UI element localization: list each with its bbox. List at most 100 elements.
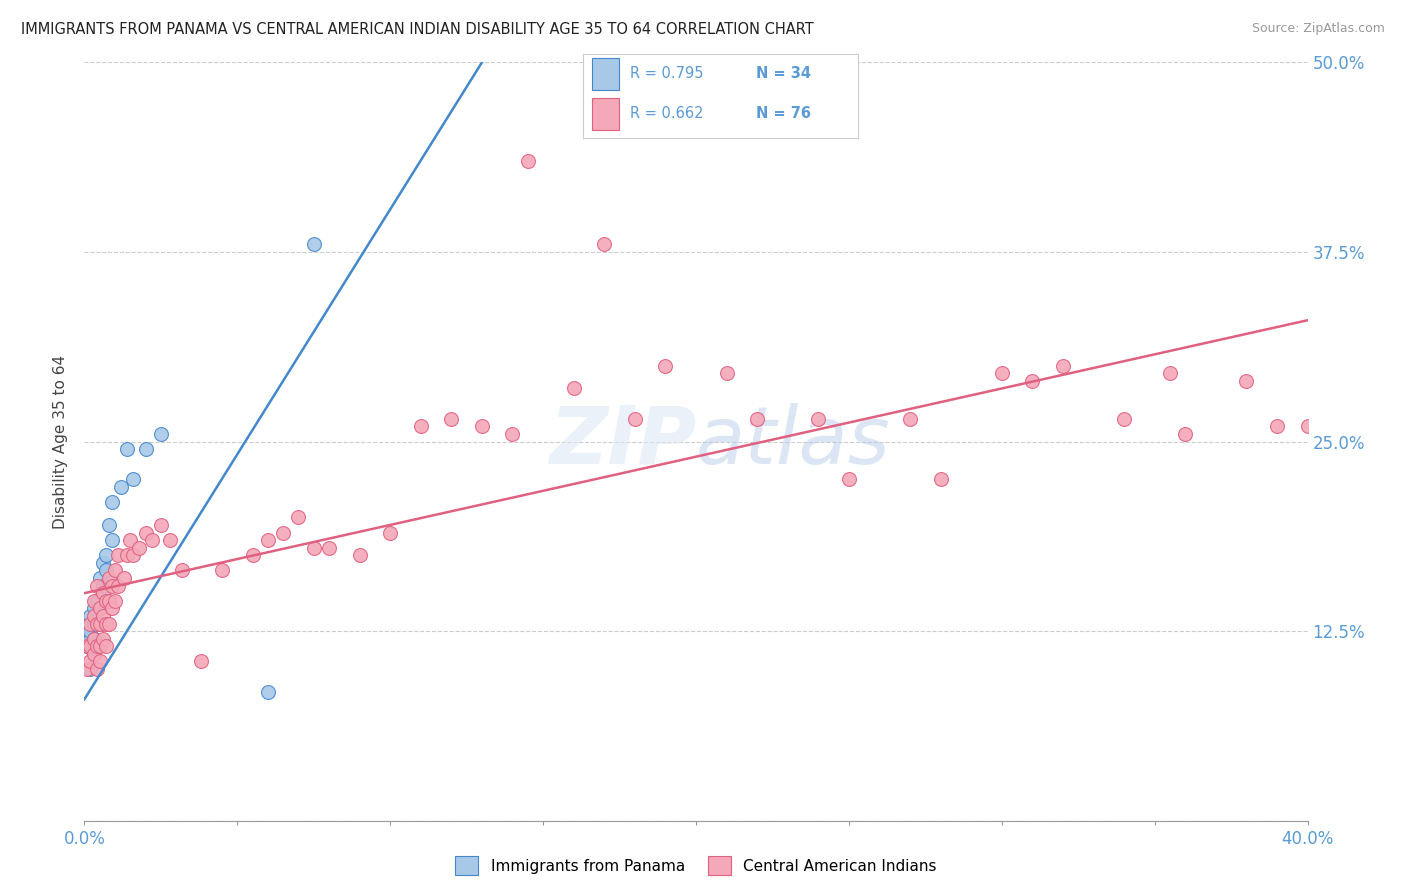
Legend: Immigrants from Panama, Central American Indians: Immigrants from Panama, Central American…	[450, 850, 942, 881]
Point	[101, 601, 124, 615]
Point	[83, 594, 105, 608]
Point	[79, 608, 101, 623]
Point	[86, 639, 108, 653]
Point	[135, 525, 157, 540]
Point	[807, 412, 830, 426]
Point	[97, 594, 120, 608]
Point	[502, 427, 524, 442]
Point	[471, 419, 494, 434]
Point	[83, 616, 105, 631]
Point	[79, 639, 101, 653]
Text: IMMIGRANTS FROM PANAMA VS CENTRAL AMERICAN INDIAN DISABILITY AGE 35 TO 64 CORREL: IMMIGRANTS FROM PANAMA VS CENTRAL AMERIC…	[21, 22, 814, 37]
Point	[79, 655, 101, 669]
Point	[94, 564, 117, 578]
Point	[97, 571, 120, 585]
Point	[76, 632, 98, 646]
Point	[1296, 419, 1319, 434]
Point	[79, 624, 101, 639]
Point	[1236, 374, 1258, 388]
Point	[190, 655, 212, 669]
Point	[89, 601, 111, 615]
Text: ZIP: ZIP	[548, 402, 696, 481]
Point	[716, 366, 738, 380]
Point	[318, 541, 340, 555]
Text: R = 0.662: R = 0.662	[630, 106, 703, 121]
Point	[91, 632, 114, 646]
Point	[149, 427, 172, 442]
Point	[1052, 359, 1074, 373]
Point	[83, 639, 105, 653]
Point	[79, 639, 101, 653]
Point	[115, 548, 138, 563]
Point	[89, 571, 111, 585]
Bar	[592, 58, 619, 90]
Point	[89, 655, 111, 669]
Point	[211, 564, 233, 578]
Text: Source: ZipAtlas.com: Source: ZipAtlas.com	[1251, 22, 1385, 36]
Point	[89, 639, 111, 653]
Point	[122, 473, 145, 487]
Point	[83, 608, 105, 623]
Point	[747, 412, 769, 426]
Point	[1174, 427, 1197, 442]
Point	[898, 412, 921, 426]
Point	[79, 616, 101, 631]
Point	[76, 639, 98, 653]
Bar	[592, 97, 619, 130]
Point	[97, 616, 120, 631]
Text: atlas: atlas	[696, 402, 891, 481]
Point	[287, 510, 309, 524]
Point	[107, 579, 129, 593]
Point	[101, 533, 124, 548]
Point	[76, 662, 98, 676]
Point	[104, 594, 127, 608]
Point	[562, 382, 585, 396]
Text: N = 34: N = 34	[756, 66, 811, 81]
Point	[83, 632, 105, 646]
Point	[110, 480, 132, 494]
Point	[101, 579, 124, 593]
Point	[128, 541, 150, 555]
Point	[101, 495, 124, 509]
Point	[83, 647, 105, 661]
Point	[89, 616, 111, 631]
Point	[302, 541, 325, 555]
Point	[86, 616, 108, 631]
Point	[593, 237, 616, 252]
Point	[89, 601, 111, 615]
Point	[838, 473, 860, 487]
Point	[257, 533, 280, 548]
Point	[242, 548, 264, 563]
Point	[91, 586, 114, 600]
Point	[1159, 366, 1181, 380]
Point	[83, 601, 105, 615]
Point	[409, 419, 432, 434]
Point	[120, 533, 142, 548]
Point	[929, 473, 952, 487]
Point	[349, 548, 371, 563]
Point	[1114, 412, 1136, 426]
Point	[257, 685, 280, 699]
Point	[83, 632, 105, 646]
Y-axis label: Disability Age 35 to 64: Disability Age 35 to 64	[53, 354, 69, 529]
Point	[91, 579, 114, 593]
Point	[94, 594, 117, 608]
Point	[91, 556, 114, 570]
Point	[86, 579, 108, 593]
Point	[86, 639, 108, 653]
Point	[271, 525, 294, 540]
Point	[159, 533, 181, 548]
Point	[172, 564, 194, 578]
Point	[94, 639, 117, 653]
Point	[94, 548, 117, 563]
Point	[83, 647, 105, 661]
Point	[440, 412, 463, 426]
Point	[654, 359, 676, 373]
Point	[104, 564, 127, 578]
Point	[97, 517, 120, 532]
Point	[86, 594, 108, 608]
Point	[1021, 374, 1043, 388]
Point	[91, 608, 114, 623]
Point	[112, 571, 135, 585]
Point	[94, 616, 117, 631]
